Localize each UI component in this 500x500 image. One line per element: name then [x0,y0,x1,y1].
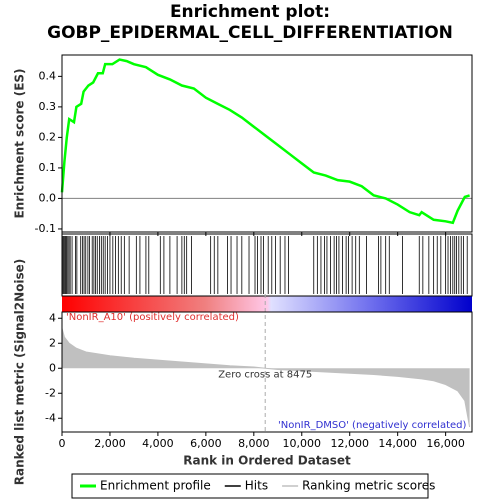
y-tick-label: -4 [45,411,56,424]
y-tick-label: 4 [49,311,56,324]
y-tick-label: 0.1 [39,161,57,174]
x-tick-label: 2,000 [94,437,126,450]
x-tick-label: 0 [59,437,66,450]
x-tick-label: 16,000 [426,437,465,450]
y-tick-label: 0 [49,361,56,374]
plot-frame [61,233,473,297]
legend-box [71,473,429,499]
legend-label: Enrichment profile [100,479,211,493]
y-tick-label: 2 [49,336,56,349]
y-tick-label: 0.3 [39,100,57,113]
title-line: Enrichment plot: [170,2,330,22]
x-tick-label: 12,000 [330,437,369,450]
annotation: 'NonIR_DMSO' (negatively correlated) [278,420,466,431]
y-tick-label: 0.2 [39,130,57,143]
legend-label: Ranking metric scores [302,479,435,493]
y-tick-label: -0.1 [35,222,56,235]
x-tick-label: 6,000 [190,437,222,450]
plot-frame [61,311,473,433]
annotation: Zero cross at 8475 [218,369,312,380]
x-tick-label: 4,000 [142,437,174,450]
x-axis-label: Rank in Ordered Dataset [183,454,351,468]
y-axis-label: Enrichment score (ES) [13,68,27,218]
plot-frame [61,54,473,233]
x-tick-label: 14,000 [378,437,417,450]
metric-line [61,328,471,428]
x-tick-label: 10,000 [283,437,322,450]
title-line: GOBP_EPIDERMAL_CELL_DIFFERENTIATION [47,23,453,43]
y-tick-label: 0.0 [39,191,57,204]
y-axis-label: Ranked list metric (Signal2Noise) [13,259,27,486]
y-tick-label: 0.4 [39,69,57,82]
annotation: 'NonIR_A10' (positively correlated) [66,312,239,323]
y-tick-label: -2 [45,386,56,399]
color-band [62,296,472,312]
x-tick-label: 8,000 [238,437,270,450]
legend-label: Hits [245,479,268,493]
es-line [60,58,470,225]
